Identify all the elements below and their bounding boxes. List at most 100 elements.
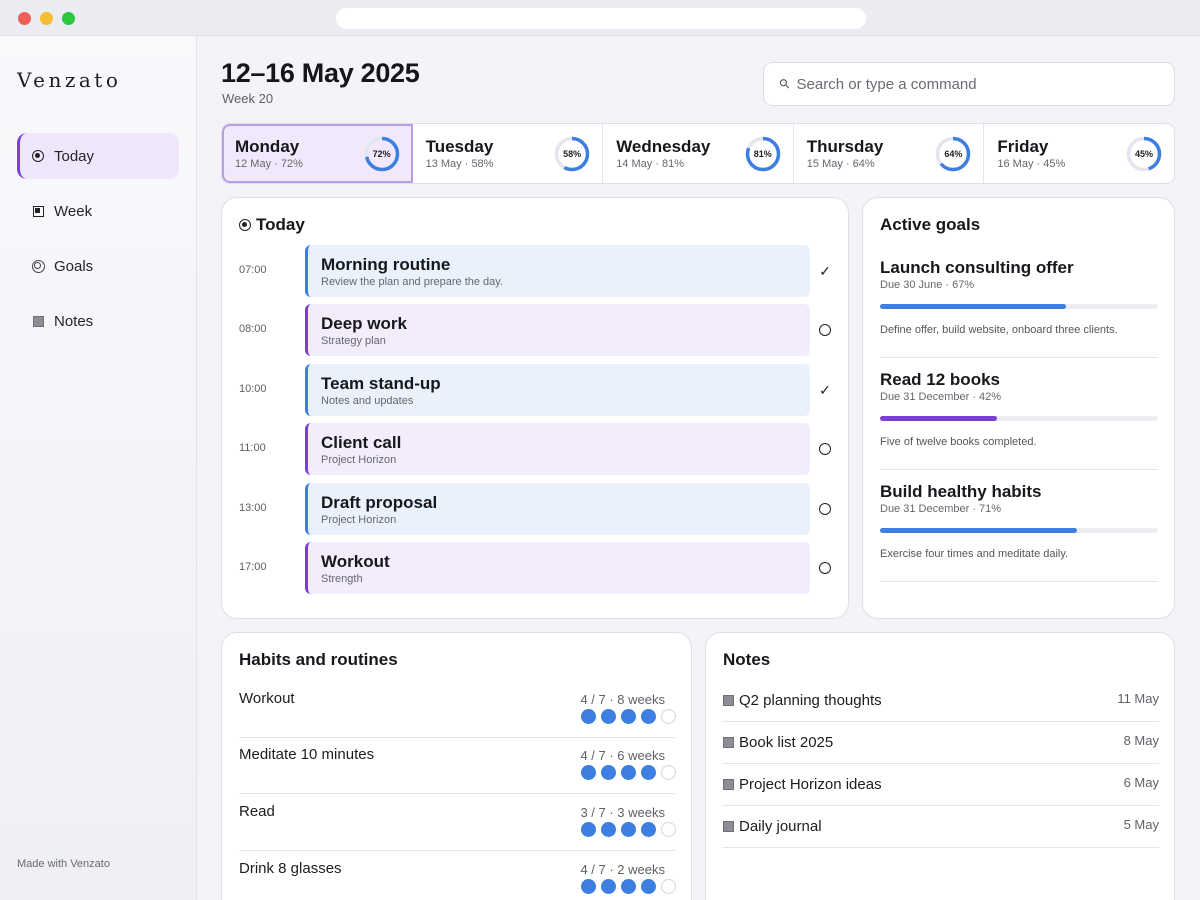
goal-meta: Due 31 December · 42% (880, 391, 1002, 403)
close-window-button[interactable] (18, 12, 31, 25)
habit-dot-empty (661, 879, 676, 894)
event-done-toggle[interactable] (817, 501, 833, 517)
event-done-toggle[interactable] (817, 441, 833, 457)
sidebar-item-goals[interactable]: Goals (17, 243, 179, 289)
habit-row[interactable]: Meditate 10 minutes 4 / 7 · 6 weeks (239, 738, 676, 794)
day-tab-tuesday[interactable]: Tuesday 13 May · 58% 58% (413, 124, 604, 183)
habit-row[interactable]: Workout 4 / 7 · 8 weeks (239, 682, 676, 738)
day-progress-ring (364, 136, 399, 172)
day-tab-friday[interactable]: Friday 16 May · 45% 45% (984, 124, 1174, 183)
habit-meta: 4 / 7 · 2 weeks (580, 862, 665, 877)
event-title: Workout (321, 552, 390, 571)
event-card[interactable]: Morning routine Review the plan and prep… (305, 245, 810, 297)
event-card[interactable]: Deep work Strategy plan (305, 304, 810, 356)
day-meta: 12 May · 72% (235, 158, 303, 170)
schedule-slot: 11:00 Client call Project Horizon (222, 423, 850, 475)
goal-item[interactable]: Launch consulting offer Due 30 June · 67… (880, 246, 1158, 358)
goal-title: Launch consulting offer (880, 258, 1074, 277)
day-tab-thursday[interactable]: Thursday 15 May · 64% 64% (794, 124, 985, 183)
event-done-toggle[interactable] (817, 560, 833, 576)
sidebar-item-today[interactable]: Today (17, 133, 179, 179)
goal-meta: Due 30 June · 67% (880, 279, 975, 291)
goal-description: Exercise four times and meditate daily. (880, 548, 1069, 560)
search-box[interactable]: ⚲ (763, 62, 1175, 106)
habit-dot-filled (601, 822, 616, 837)
day-tab-wednesday[interactable]: Wednesday 14 May · 81% 81% (603, 124, 794, 183)
today-card-title: Today (239, 215, 305, 235)
habit-dot-filled (621, 879, 636, 894)
day-progress-ring (1126, 136, 1162, 172)
target-icon (31, 259, 45, 273)
habit-meta: 4 / 7 · 6 weeks (580, 748, 665, 763)
day-progress-ring (554, 136, 590, 172)
today-title-label: Today (256, 215, 305, 234)
day-progress-ring (936, 136, 971, 172)
check-icon: ✓ (819, 381, 831, 398)
habit-dot-filled (581, 879, 596, 894)
sidebar-item-label: Week (54, 202, 93, 220)
maximize-window-button[interactable] (62, 12, 75, 25)
brand-logo: Venzato (17, 68, 122, 92)
habit-dot-filled (581, 765, 596, 780)
habit-meta: 4 / 7 · 8 weeks (580, 692, 665, 707)
sidebar-item-notes[interactable]: Notes (17, 298, 179, 344)
minimize-window-button[interactable] (40, 12, 53, 25)
habit-dot-filled (621, 709, 636, 724)
habit-dot-filled (641, 879, 656, 894)
goal-description: Five of twelve books completed. (880, 436, 1037, 448)
circle-icon (819, 562, 831, 574)
day-progress-label: 72% (372, 149, 391, 159)
event-subtitle: Strength (321, 573, 363, 585)
slot-time: 13:00 (239, 502, 267, 514)
schedule-slot: 13:00 Draft proposal Project Horizon (222, 483, 850, 535)
search-input[interactable] (796, 75, 1137, 93)
note-date: 8 May (1123, 733, 1159, 748)
event-done-toggle[interactable] (817, 322, 833, 338)
note-item[interactable]: Q2 planning thoughts 11 May (723, 680, 1159, 722)
goal-item[interactable]: Build healthy habits Due 31 December · 7… (880, 470, 1158, 582)
habit-streak-dots (581, 765, 676, 780)
note-date: 5 May (1123, 817, 1159, 832)
habit-row[interactable]: Read 3 / 7 · 3 weeks (239, 795, 676, 851)
day-progress-label: 64% (944, 149, 963, 159)
check-icon: ✓ (819, 262, 831, 279)
day-strip: Monday 12 May · 72% 72% Tuesday 13 May ·… (221, 123, 1175, 184)
address-bar[interactable] (336, 8, 866, 29)
habit-dot-empty (661, 709, 676, 724)
note-icon (31, 314, 45, 328)
slot-time: 17:00 (239, 561, 267, 573)
note-item[interactable]: Daily journal 5 May (723, 806, 1159, 848)
event-card[interactable]: Draft proposal Project Horizon (305, 483, 810, 535)
note-title: Book list 2025 (739, 734, 834, 751)
habit-dot-filled (641, 709, 656, 724)
note-title: Project Horizon ideas (739, 776, 882, 793)
ring-fill (554, 136, 590, 172)
habits-card: Habits and routines Workout 4 / 7 · 8 we… (221, 632, 692, 900)
note-item[interactable]: Project Horizon ideas 6 May (723, 764, 1159, 806)
event-done-toggle[interactable]: ✓ (817, 263, 833, 279)
note-icon (723, 695, 734, 706)
search-icon: ⚲ (775, 74, 794, 93)
habit-name: Drink 8 glasses (239, 860, 342, 877)
radio-icon (239, 219, 251, 231)
habit-dot-filled (621, 765, 636, 780)
day-meta: 15 May · 64% (806, 158, 875, 170)
circle-icon (819, 503, 831, 515)
event-card[interactable]: Client call Project Horizon (305, 423, 810, 475)
note-title: Q2 planning thoughts (739, 692, 882, 709)
sidebar-item-week[interactable]: Week (17, 188, 179, 234)
note-title: Daily journal (739, 818, 822, 835)
goal-item[interactable]: Read 12 books Due 31 December · 42% Five… (880, 358, 1158, 470)
goal-progress-track (880, 528, 1158, 533)
event-card[interactable]: Workout Strength (305, 542, 810, 594)
event-done-toggle[interactable]: ✓ (817, 382, 833, 398)
day-name: Wednesday (616, 137, 711, 156)
event-card[interactable]: Team stand-up Notes and updates (305, 364, 810, 416)
day-tab-monday[interactable]: Monday 12 May · 72% 72% (222, 124, 413, 183)
note-item[interactable]: Book list 2025 8 May (723, 722, 1159, 764)
ring-fill (936, 136, 971, 172)
day-progress-ring (745, 136, 781, 172)
habit-row[interactable]: Drink 8 glasses 4 / 7 · 2 weeks (239, 852, 676, 900)
habit-dot-filled (581, 709, 596, 724)
event-title: Client call (321, 433, 402, 452)
